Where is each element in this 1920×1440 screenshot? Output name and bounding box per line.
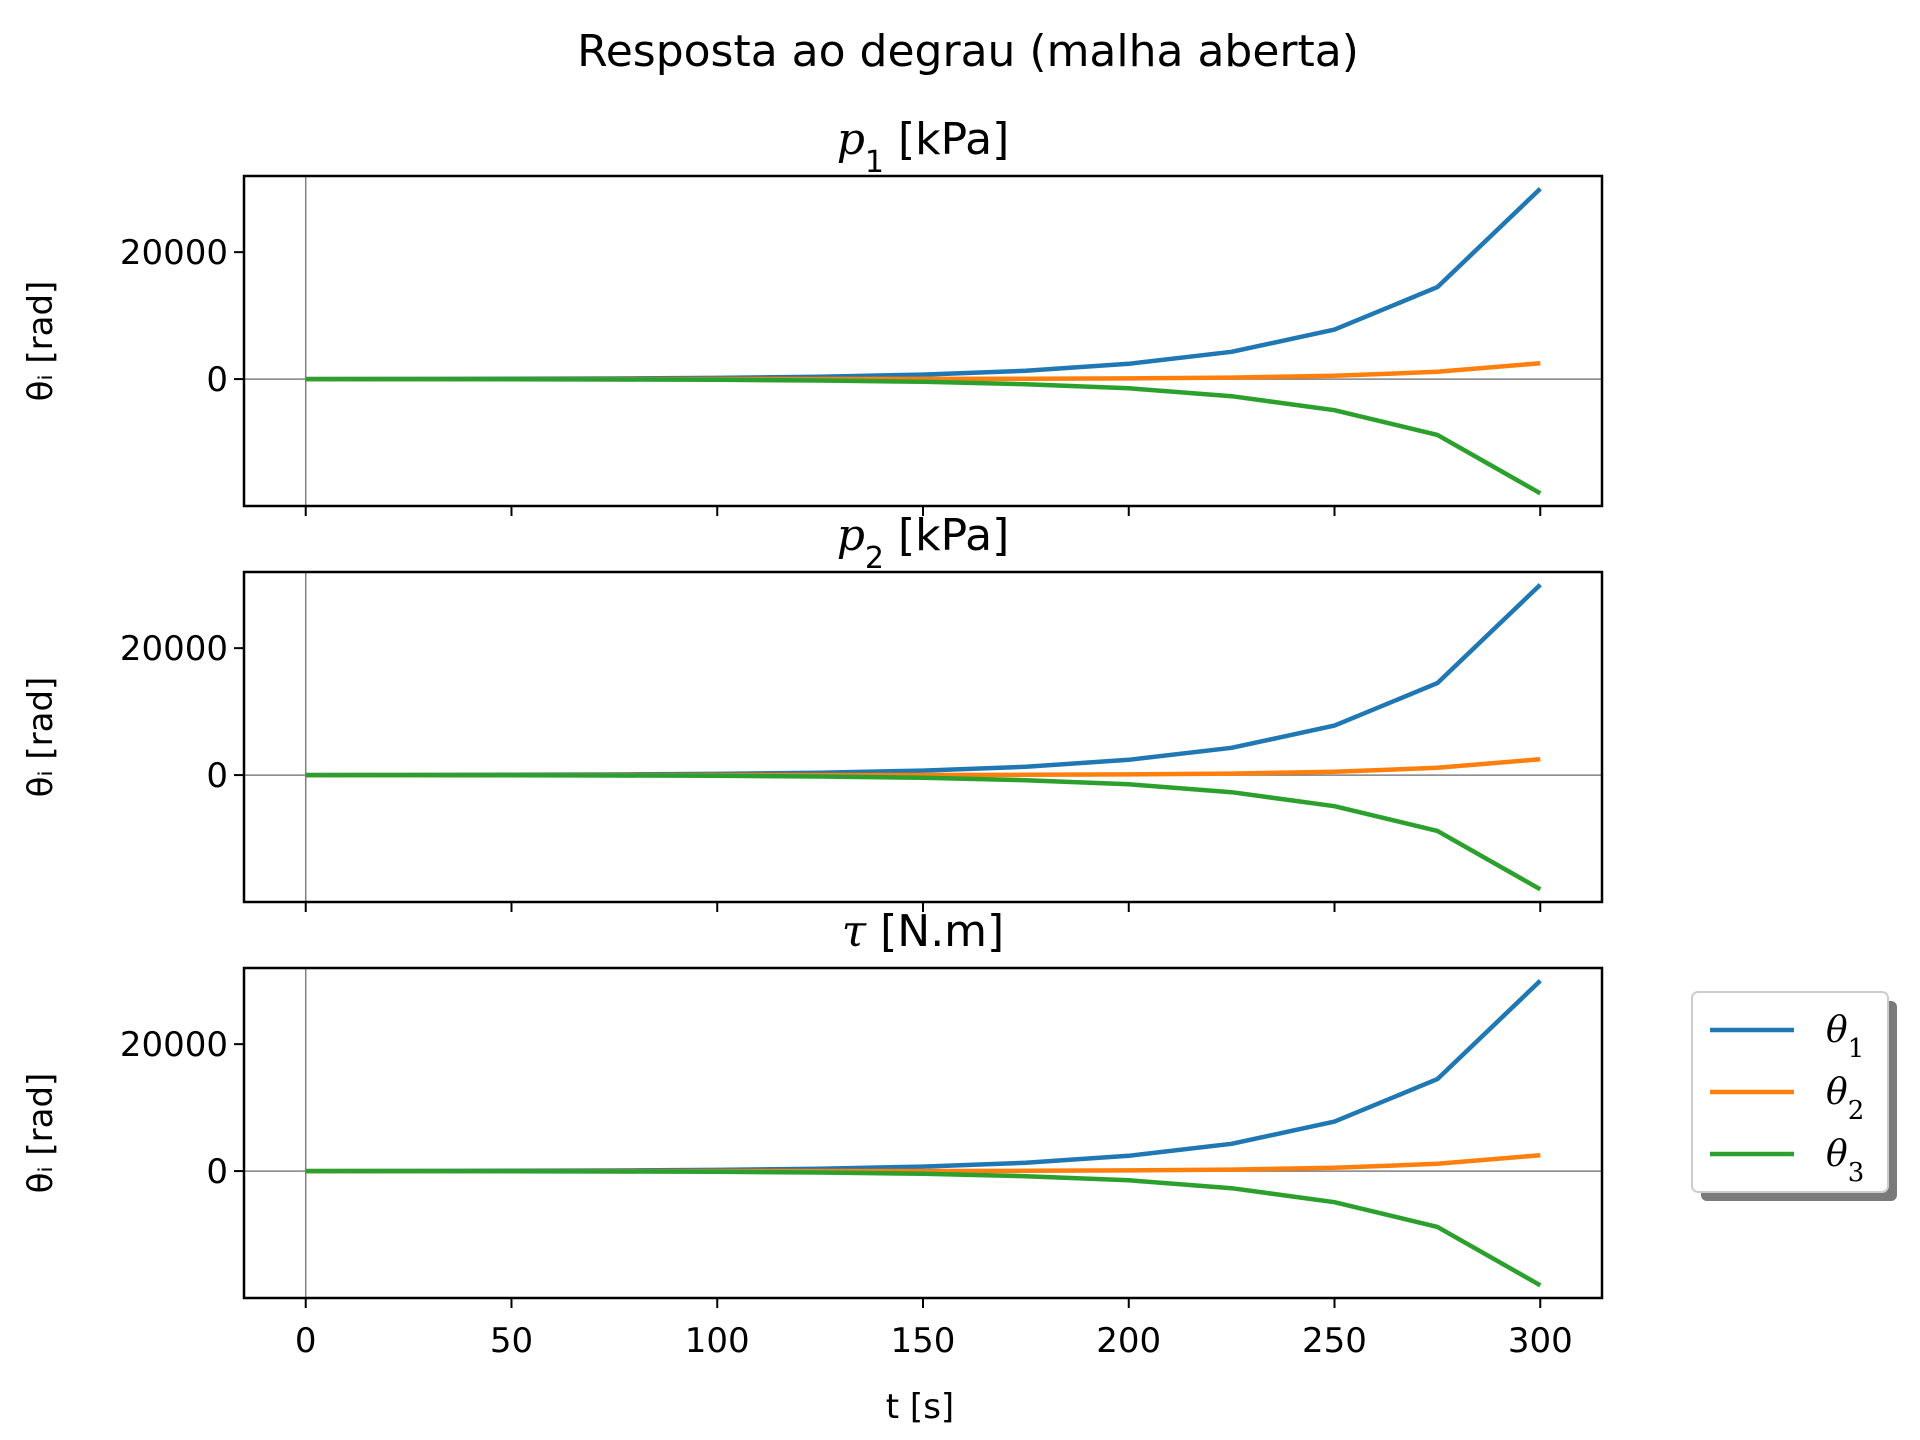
y-tick-label: 20000 [120, 1025, 228, 1065]
subplot-3: τ [N.m] 0 20000 0 50 100 150 200 250 300 θᵢ [rad] [21, 906, 1604, 1361]
figure-suptitle: Resposta ao degrau (malha aberta) [577, 26, 1359, 77]
subplot-title: τ [N.m] [842, 906, 1004, 957]
x-tick-label: 100 [685, 1321, 750, 1361]
y-axis-label: θᵢ [rad] [21, 1073, 61, 1194]
legend-label: θ2 [1826, 1072, 1864, 1126]
x-axis-label: t [s] [886, 1387, 954, 1427]
legend-label: θ1 [1826, 1010, 1864, 1064]
subplot-1: p1 [kPa] 0 20000 θᵢ [rad] [21, 114, 1604, 516]
subplot-title: p1 [kPa] [837, 114, 1010, 180]
y-tick-label: 20000 [120, 233, 228, 273]
legend-label: θ3 [1826, 1134, 1864, 1188]
axes-frame [242, 570, 1604, 904]
x-tick-label: 200 [1096, 1321, 1161, 1361]
axes-frame [242, 174, 1604, 508]
x-tick-label: 0 [295, 1321, 317, 1361]
y-tick-label: 0 [206, 360, 228, 400]
y-tick-label: 20000 [120, 629, 228, 669]
axes-frame [242, 966, 1604, 1300]
x-tick-label: 250 [1302, 1321, 1367, 1361]
y-tick-label: 0 [206, 756, 228, 796]
x-tick-label: 150 [891, 1321, 956, 1361]
series-line-θ1 [305, 979, 1542, 1174]
y-tick-label: 0 [206, 1152, 228, 1192]
series-line-θ1 [305, 187, 1542, 382]
subplot-2: p2 [kPa] 0 20000 θᵢ [rad] [21, 510, 1604, 912]
subplot-title: p2 [kPa] [837, 510, 1010, 576]
x-tick-label: 50 [490, 1321, 533, 1361]
series-line-θ3 [305, 376, 1542, 496]
x-tick-label: 300 [1508, 1321, 1573, 1361]
series-line-θ3 [305, 772, 1542, 892]
y-axis-label: θᵢ [rad] [21, 677, 61, 798]
series-line-θ1 [305, 583, 1542, 778]
y-axis-label: θᵢ [rad] [21, 281, 61, 402]
legend: θ1 θ2 θ3 [1691, 991, 1897, 1201]
series-line-θ3 [305, 1168, 1542, 1288]
